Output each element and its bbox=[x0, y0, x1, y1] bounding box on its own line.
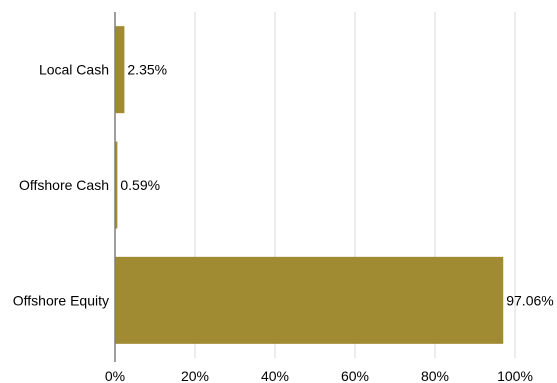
category-label: Offshore Equity bbox=[13, 292, 109, 308]
x-tick-label: 100% bbox=[497, 368, 533, 383]
x-tick-label: 40% bbox=[261, 368, 289, 383]
labels: 0% 20% 40% 60% 80% 100% Local Cash 2.35% Offshor… bbox=[13, 62, 554, 383]
bar-offshore-equity bbox=[115, 256, 504, 344]
bars bbox=[115, 26, 504, 344]
bar-offshore-cash bbox=[115, 141, 118, 229]
data-label: 2.35% bbox=[127, 62, 167, 78]
x-tick-label: 20% bbox=[181, 368, 209, 383]
x-tick-label: 60% bbox=[341, 368, 369, 383]
x-tick-label: 0% bbox=[105, 368, 125, 383]
category-label: Local Cash bbox=[39, 62, 109, 78]
data-label: 97.06% bbox=[506, 292, 553, 308]
bar-local-cash bbox=[115, 26, 125, 114]
data-label: 0.59% bbox=[120, 177, 160, 193]
x-tick-label: 80% bbox=[421, 368, 449, 383]
category-label: Offshore Cash bbox=[19, 177, 109, 193]
